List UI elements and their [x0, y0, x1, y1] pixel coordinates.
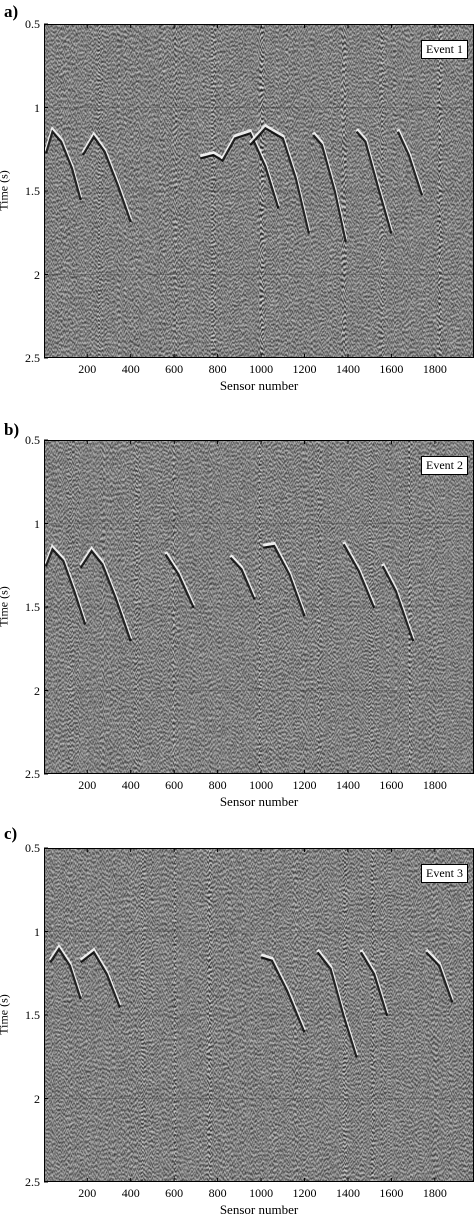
arrival-curve — [199, 153, 223, 162]
event-label: Event 1 — [421, 40, 468, 59]
y-tick-label: 1 — [34, 100, 40, 115]
x-axis-label: Sensor number — [219, 1202, 299, 1217]
arrival-curve-halo — [262, 541, 307, 615]
arrival-curve — [355, 130, 393, 234]
x-axis-label: Sensor number — [219, 794, 299, 809]
arrival-curve — [360, 951, 389, 1017]
seismic-plot-b: Event 2 0.5 1 1.5 2 2.5 200 400 600 800 1000 1200 14… — [0, 434, 474, 809]
x-tick-label: 800 — [208, 778, 227, 792]
seismic-plot-a: Event 1 0.5 1 1.5 2 2.5 200 400 600 800 1000 1200 14… — [0, 18, 474, 393]
arrival-curve — [381, 565, 415, 642]
panel-label-a: a) — [4, 2, 19, 21]
y-tick-label: 0.5 — [25, 17, 40, 31]
x-tick-label: 600 — [165, 778, 184, 792]
y-tick-label: 1.5 — [25, 600, 40, 614]
arrival-curve — [249, 126, 310, 234]
x-tick-label: 1000 — [249, 1186, 274, 1200]
x-tick-label: 200 — [78, 1186, 97, 1200]
arrival-curve-halo — [81, 131, 133, 221]
arrival-curve — [229, 556, 256, 600]
x-tick-label: 1000 — [249, 778, 274, 792]
x-tick-label: 1600 — [379, 778, 404, 792]
x-tick-label: 600 — [165, 362, 184, 376]
y-tick-label: 0.5 — [25, 433, 40, 447]
arrival-curve — [221, 131, 280, 209]
y-tick-label: 2 — [34, 1091, 40, 1106]
x-tick-label: 1400 — [335, 778, 360, 792]
panel-b: b) Event 2 0.5 1 1.5 2 2.5 200 400 600 800 1000 120… — [0, 408, 474, 809]
arrival-curve — [397, 131, 423, 196]
x-tick-label: 1000 — [249, 362, 274, 376]
y-tick-label: 2 — [34, 683, 40, 698]
panel-label-c: c) — [4, 824, 18, 843]
arrival-curve — [312, 134, 347, 243]
x-tick-label: 400 — [121, 778, 140, 792]
seismic-plot-c: Event 3 0.5 1 1.5 2 2.5 200 400 600 800 1000 1200 14… — [0, 842, 474, 1217]
y-tick-label: 2.5 — [25, 767, 40, 781]
arrival-curve — [79, 549, 132, 642]
arrival-curve-halo — [249, 123, 311, 232]
y-axis-label: Time (s) — [0, 586, 11, 627]
x-tick-label: 1400 — [335, 362, 360, 376]
y-tick-label: 1 — [34, 924, 40, 939]
y-tick-label: 2.5 — [25, 351, 40, 365]
x-tick-label: 200 — [78, 778, 97, 792]
arrival-curve — [263, 544, 306, 617]
plot-overlay — [44, 847, 474, 1183]
y-tick-label: 2 — [34, 267, 40, 282]
arrival-curve-halo — [79, 545, 133, 640]
arrival-curve — [425, 951, 454, 1003]
arrival-curve — [260, 956, 306, 1033]
panel-a: a) Event 1 0.5 1 1.5 2 2.5 200 400 600 800 1000 120… — [0, 0, 474, 400]
arrival-curve-halo — [199, 150, 223, 160]
arrival-curve — [342, 543, 376, 609]
x-tick-label: 400 — [121, 1186, 140, 1200]
x-tick-label: 1600 — [379, 1186, 404, 1200]
x-tick-label: 1600 — [379, 362, 404, 376]
x-tick-label: 1800 — [422, 362, 447, 376]
x-tick-label: 200 — [78, 362, 97, 376]
y-tick-label: 1.5 — [25, 1008, 40, 1022]
x-axis-label: Sensor number — [219, 378, 299, 393]
arrival-curve — [44, 547, 87, 625]
plot-overlay — [44, 23, 474, 359]
x-tick-label: 1200 — [292, 362, 317, 376]
y-axis-label: Time (s) — [0, 170, 11, 211]
y-tick-label: 1.5 — [25, 184, 40, 198]
arrival-curve — [49, 946, 82, 1000]
arrival-curve — [316, 951, 358, 1058]
x-tick-label: 1400 — [335, 1186, 360, 1200]
arrival-curve — [164, 553, 195, 609]
x-tick-label: 400 — [121, 362, 140, 376]
arrival-curve-halo — [44, 543, 87, 623]
x-tick-label: 800 — [208, 1186, 227, 1200]
x-tick-label: 800 — [208, 362, 227, 376]
panel-c: c) Event 3 0.5 1 1.5 2 2.5 200 400 600 800 1000 120… — [0, 816, 474, 1217]
x-tick-label: 600 — [165, 1186, 184, 1200]
plot-overlay — [44, 439, 474, 775]
arrival-curve — [80, 950, 121, 1008]
event-label: Event 3 — [421, 864, 468, 883]
arrival-curve — [44, 129, 82, 201]
x-tick-label: 1800 — [422, 778, 447, 792]
x-tick-label: 1200 — [292, 1186, 317, 1200]
x-tick-label: 1800 — [422, 1186, 447, 1200]
y-tick-label: 1 — [34, 516, 40, 531]
y-tick-label: 0.5 — [25, 841, 40, 855]
panel-label-b: b) — [4, 420, 20, 439]
y-axis-label: Time (s) — [0, 994, 11, 1035]
event-label: Event 2 — [421, 456, 468, 475]
x-tick-label: 1200 — [292, 778, 317, 792]
arrival-curve — [81, 134, 132, 223]
y-tick-label: 2.5 — [25, 1175, 40, 1189]
